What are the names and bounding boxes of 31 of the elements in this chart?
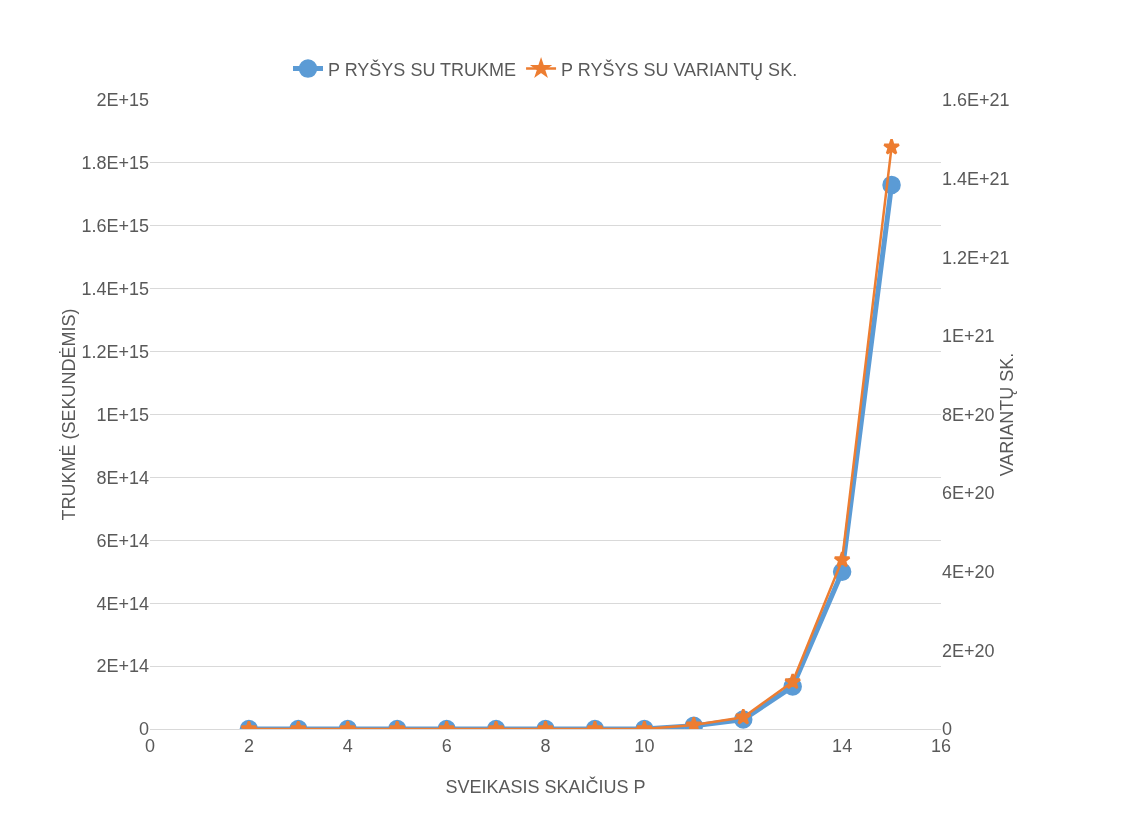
y-tick-label: 6E+14 bbox=[96, 530, 149, 551]
y-tick-label: 1.4E+15 bbox=[81, 279, 149, 299]
y2-tick-label: 1E+21 bbox=[942, 326, 995, 347]
y-tick-label: 1.6E+15 bbox=[81, 216, 149, 237]
y2-tick-label: 1.2E+21 bbox=[942, 247, 1010, 268]
y2-tick-label: 2E+20 bbox=[942, 640, 995, 661]
x-tick-label: 6 bbox=[441, 735, 452, 756]
y-axis-title: TRUKMĖ (SEKUNDĖMIS) bbox=[59, 308, 80, 521]
y2-tick-label: 4E+20 bbox=[942, 562, 995, 583]
legend-label: P RYŠYS SU TRUKME bbox=[328, 58, 517, 80]
x-tick-label: 12 bbox=[733, 735, 754, 756]
y-tick-label: 8E+14 bbox=[96, 467, 149, 488]
x-tick-label: 10 bbox=[634, 735, 655, 756]
y-tick-label: 4E+14 bbox=[96, 593, 149, 614]
x-tick-label: 8 bbox=[540, 735, 551, 756]
y2-tick-label: 6E+20 bbox=[942, 483, 995, 504]
y2-tick-label: 1.4E+21 bbox=[942, 168, 1010, 189]
y-tick-label: 2E+14 bbox=[96, 656, 149, 677]
y2-tick-label: 1.6E+21 bbox=[942, 90, 1010, 111]
y-tick-label: 1.2E+15 bbox=[81, 341, 149, 362]
y2-tick-label: 8E+20 bbox=[942, 404, 995, 425]
y-tick-label: 1E+15 bbox=[96, 404, 149, 425]
x-tick-label: 4 bbox=[342, 735, 353, 756]
x-axis-title: SVEIKASIS SKAIČIUS P bbox=[445, 776, 646, 797]
y2-axis-title: VARIANTŲ SK. bbox=[996, 352, 1017, 477]
x-tick-label: 14 bbox=[832, 735, 853, 756]
y-tick-label: 1.8E+15 bbox=[81, 153, 149, 174]
y-tick-label: 0 bbox=[138, 719, 149, 740]
y-tick-label: 2E+15 bbox=[96, 90, 149, 111]
legend-label: P RYŠYS SU VARIANTŲ SK. bbox=[561, 58, 798, 80]
x-tick-label: 2 bbox=[243, 735, 254, 756]
